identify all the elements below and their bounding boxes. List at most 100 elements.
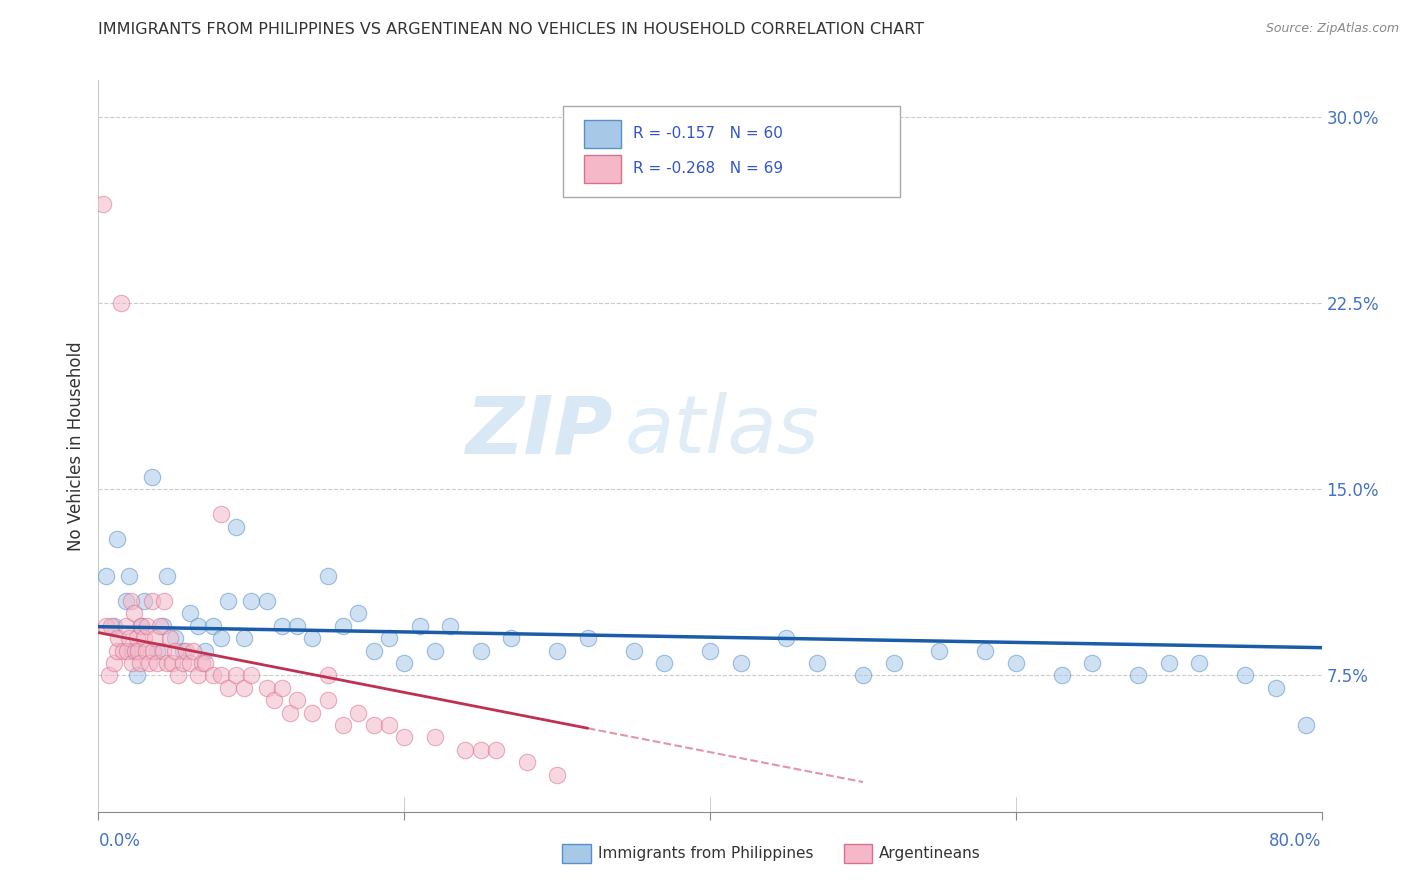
Point bbox=[270, 681, 292, 695]
Point bbox=[127, 643, 149, 657]
Y-axis label: No Vehicles in Household: No Vehicles in Household bbox=[66, 341, 84, 551]
Point bbox=[278, 706, 301, 720]
Point bbox=[94, 619, 117, 633]
Point bbox=[194, 643, 217, 657]
Point bbox=[1050, 668, 1073, 682]
Point bbox=[115, 594, 138, 608]
Point bbox=[232, 631, 254, 645]
Point bbox=[172, 643, 194, 657]
Point bbox=[209, 507, 232, 521]
FancyBboxPatch shape bbox=[564, 106, 900, 197]
Point bbox=[129, 619, 152, 633]
Point bbox=[285, 693, 308, 707]
Text: Immigrants from Philippines: Immigrants from Philippines bbox=[598, 847, 813, 861]
Point bbox=[138, 656, 160, 670]
Point bbox=[103, 656, 125, 670]
Point bbox=[974, 643, 997, 657]
Point bbox=[179, 656, 201, 670]
Point bbox=[145, 643, 167, 657]
Point bbox=[1295, 718, 1317, 732]
Point bbox=[98, 668, 121, 682]
Point bbox=[316, 668, 339, 682]
Point bbox=[439, 619, 461, 633]
Point bbox=[1264, 681, 1286, 695]
Point bbox=[134, 631, 156, 645]
Point bbox=[225, 519, 247, 533]
Point bbox=[392, 656, 416, 670]
Point bbox=[285, 619, 308, 633]
Text: ZIP: ZIP bbox=[465, 392, 612, 470]
Point bbox=[118, 569, 141, 583]
Point bbox=[209, 668, 232, 682]
Point bbox=[699, 643, 721, 657]
Point bbox=[167, 668, 190, 682]
Point bbox=[105, 532, 128, 546]
FancyBboxPatch shape bbox=[583, 120, 620, 147]
Point bbox=[160, 656, 183, 670]
Point bbox=[332, 718, 354, 732]
Point bbox=[806, 656, 828, 670]
Point bbox=[1188, 656, 1211, 670]
Point bbox=[118, 631, 141, 645]
Point bbox=[270, 619, 292, 633]
Point bbox=[423, 643, 446, 657]
Point bbox=[332, 619, 354, 633]
Point bbox=[232, 681, 254, 695]
Point bbox=[141, 470, 163, 484]
Point bbox=[623, 643, 645, 657]
Point bbox=[163, 643, 186, 657]
Point bbox=[576, 631, 599, 645]
Point bbox=[363, 718, 385, 732]
Point bbox=[122, 607, 145, 621]
Point bbox=[156, 569, 179, 583]
Point bbox=[202, 619, 225, 633]
Point bbox=[125, 631, 148, 645]
Point bbox=[408, 619, 430, 633]
Point bbox=[111, 643, 134, 657]
Point bbox=[121, 656, 143, 670]
Point bbox=[115, 619, 138, 633]
Point bbox=[256, 681, 278, 695]
Point bbox=[134, 594, 156, 608]
Point bbox=[120, 594, 142, 608]
Point bbox=[363, 643, 385, 657]
Text: R = -0.268   N = 69: R = -0.268 N = 69 bbox=[633, 161, 783, 177]
Point bbox=[263, 693, 285, 707]
Point bbox=[152, 619, 174, 633]
Point bbox=[1081, 656, 1104, 670]
Point bbox=[470, 743, 492, 757]
Point bbox=[301, 706, 323, 720]
Point bbox=[470, 643, 492, 657]
Point bbox=[142, 643, 165, 657]
Point bbox=[392, 731, 416, 745]
Point bbox=[202, 668, 225, 682]
Point bbox=[217, 681, 239, 695]
Text: 0.0%: 0.0% bbox=[98, 831, 141, 849]
Point bbox=[103, 619, 125, 633]
Point bbox=[117, 643, 139, 657]
Point bbox=[179, 607, 201, 621]
Point bbox=[1234, 668, 1257, 682]
Text: R = -0.157   N = 60: R = -0.157 N = 60 bbox=[633, 126, 783, 141]
Point bbox=[124, 643, 146, 657]
Point bbox=[128, 656, 150, 670]
Point bbox=[240, 594, 263, 608]
Point bbox=[1128, 668, 1150, 682]
Point bbox=[217, 594, 239, 608]
Text: 80.0%: 80.0% bbox=[1270, 831, 1322, 849]
Point bbox=[347, 706, 370, 720]
FancyBboxPatch shape bbox=[583, 155, 620, 183]
Point bbox=[1157, 656, 1180, 670]
Point bbox=[174, 643, 197, 657]
Point bbox=[546, 767, 568, 781]
Point bbox=[454, 743, 477, 757]
Point bbox=[928, 643, 950, 657]
Point bbox=[501, 631, 523, 645]
Point bbox=[316, 693, 339, 707]
Point bbox=[136, 619, 159, 633]
Text: Source: ZipAtlas.com: Source: ZipAtlas.com bbox=[1265, 22, 1399, 36]
Point bbox=[181, 643, 204, 657]
Point bbox=[240, 668, 263, 682]
Point bbox=[100, 619, 122, 633]
Point bbox=[1004, 656, 1026, 670]
